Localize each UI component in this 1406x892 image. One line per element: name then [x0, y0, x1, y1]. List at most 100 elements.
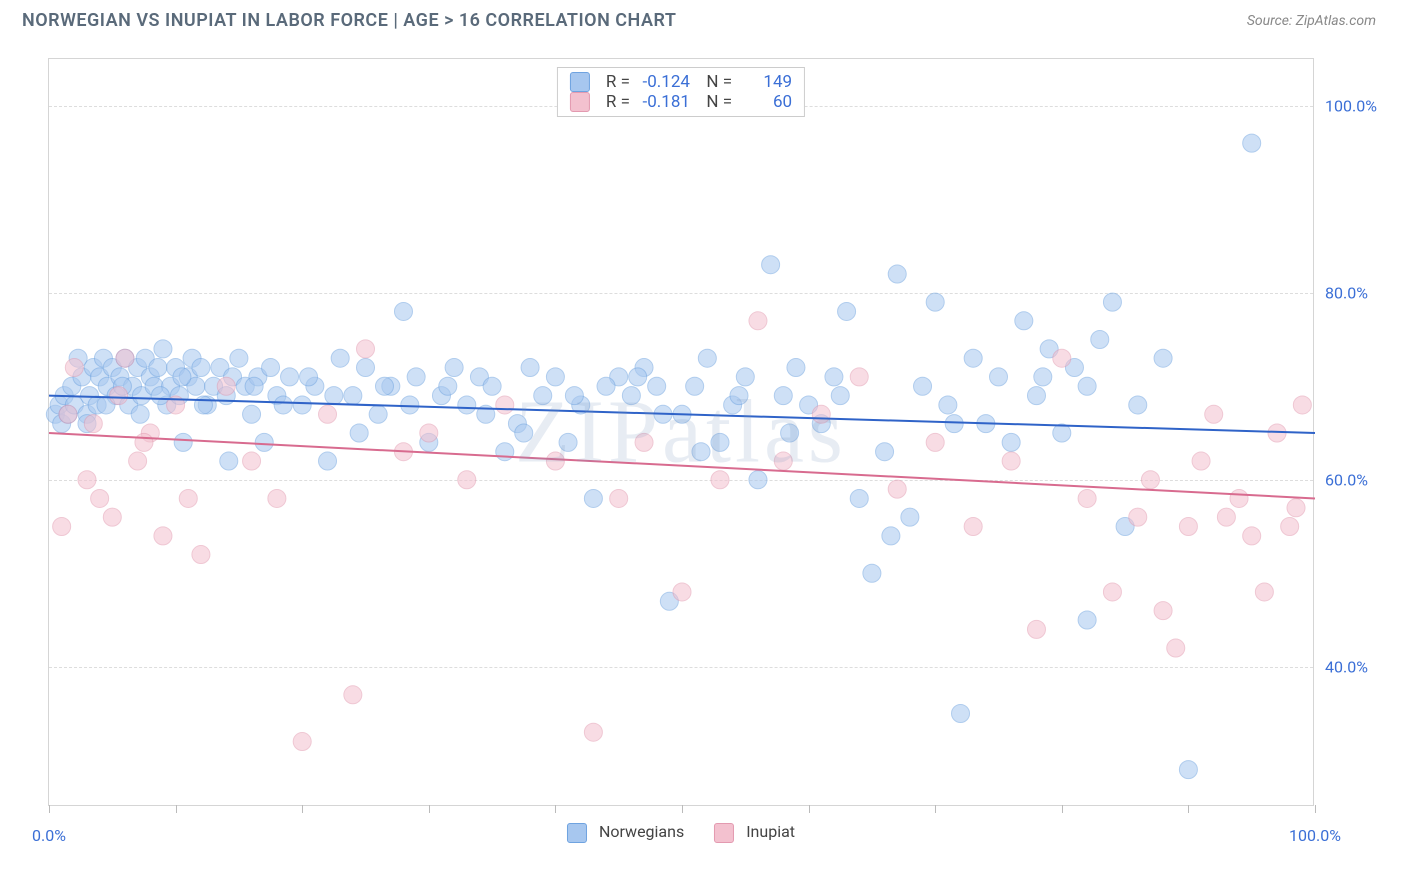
data-point — [863, 564, 881, 582]
source-attribution: Source: ZipAtlas.com — [1247, 13, 1376, 29]
data-point — [243, 452, 261, 470]
data-point — [149, 359, 167, 377]
r-value-2: -0.181 — [638, 92, 690, 112]
data-point — [1078, 611, 1096, 629]
r-label: R = — [606, 72, 630, 92]
data-point — [401, 396, 419, 414]
y-tick-label: 60.0% — [1325, 470, 1368, 489]
y-tick-label: 100.0% — [1325, 96, 1377, 115]
data-point — [1281, 518, 1299, 536]
data-point — [812, 405, 830, 423]
data-point — [445, 359, 463, 377]
legend-item-inupiat: Inupiat — [714, 822, 795, 843]
data-point — [686, 377, 704, 395]
legend-label-norwegians: Norwegians — [599, 822, 684, 841]
data-point — [787, 359, 805, 377]
data-point — [103, 508, 121, 526]
data-point — [1141, 471, 1159, 489]
data-point — [584, 489, 602, 507]
data-point — [698, 349, 716, 367]
data-point — [281, 368, 299, 386]
data-point — [293, 733, 311, 751]
data-point — [458, 471, 476, 489]
data-point — [584, 723, 602, 741]
data-point — [407, 368, 425, 386]
x-tick — [555, 805, 556, 813]
data-point — [926, 293, 944, 311]
data-point — [1255, 583, 1273, 601]
data-point — [243, 405, 261, 423]
data-point — [1167, 639, 1185, 657]
data-point — [1293, 396, 1311, 414]
data-point — [357, 359, 375, 377]
x-tick — [1062, 805, 1063, 813]
data-point — [546, 452, 564, 470]
x-tick — [302, 805, 303, 813]
x-tick-label: 0.0% — [32, 826, 66, 845]
data-point — [439, 377, 457, 395]
trend-line — [49, 433, 1315, 498]
data-point — [59, 405, 77, 423]
swatch-norwegians-icon — [570, 72, 590, 92]
n-label: N = — [698, 92, 732, 112]
data-point — [1002, 452, 1020, 470]
data-point — [1027, 620, 1045, 638]
legend-label-inupiat: Inupiat — [746, 822, 795, 841]
data-point — [131, 405, 149, 423]
data-point — [192, 546, 210, 564]
data-point — [546, 368, 564, 386]
data-point — [220, 452, 238, 470]
data-point — [1078, 489, 1096, 507]
x-tick — [1188, 805, 1189, 813]
data-point — [850, 368, 868, 386]
data-point — [496, 443, 514, 461]
data-point — [730, 387, 748, 405]
data-point — [831, 387, 849, 405]
x-tick — [49, 805, 50, 813]
data-point — [1078, 377, 1096, 395]
data-point — [1103, 583, 1121, 601]
data-point — [319, 452, 337, 470]
chart-title: NORWEGIAN VS INUPIAT IN LABOR FORCE | AG… — [22, 10, 676, 31]
data-point — [781, 424, 799, 442]
data-point — [1103, 293, 1121, 311]
data-point — [1154, 349, 1172, 367]
data-point — [1243, 134, 1261, 152]
data-point — [1154, 602, 1172, 620]
data-point — [344, 686, 362, 704]
data-point — [990, 368, 1008, 386]
r-value-1: -0.124 — [638, 72, 690, 92]
legend-item-norwegians: Norwegians — [567, 822, 684, 843]
swatch-norwegians-icon — [567, 823, 587, 843]
x-tick — [176, 805, 177, 813]
data-point — [939, 396, 957, 414]
data-point — [635, 433, 653, 451]
data-point — [135, 433, 153, 451]
data-point — [245, 377, 263, 395]
data-point — [357, 340, 375, 358]
data-point — [274, 396, 292, 414]
data-point — [1091, 331, 1109, 349]
n-label: N = — [698, 72, 732, 92]
data-point — [1053, 349, 1071, 367]
data-point — [774, 387, 792, 405]
data-point — [344, 387, 362, 405]
data-point — [521, 359, 539, 377]
data-point — [749, 312, 767, 330]
data-point — [648, 377, 666, 395]
data-point — [882, 527, 900, 545]
swatch-inupiat-icon — [570, 92, 590, 112]
data-point — [952, 705, 970, 723]
x-tick-label: 100.0% — [1289, 826, 1341, 845]
swatch-inupiat-icon — [714, 823, 734, 843]
data-point — [1243, 527, 1261, 545]
correlation-row-1: R = -0.124 N = 149 — [570, 72, 792, 92]
data-point — [1230, 489, 1248, 507]
data-point — [610, 489, 628, 507]
data-point — [1217, 508, 1235, 526]
data-point — [129, 452, 147, 470]
data-point — [825, 368, 843, 386]
data-point — [369, 405, 387, 423]
data-point — [597, 377, 615, 395]
data-point — [420, 424, 438, 442]
